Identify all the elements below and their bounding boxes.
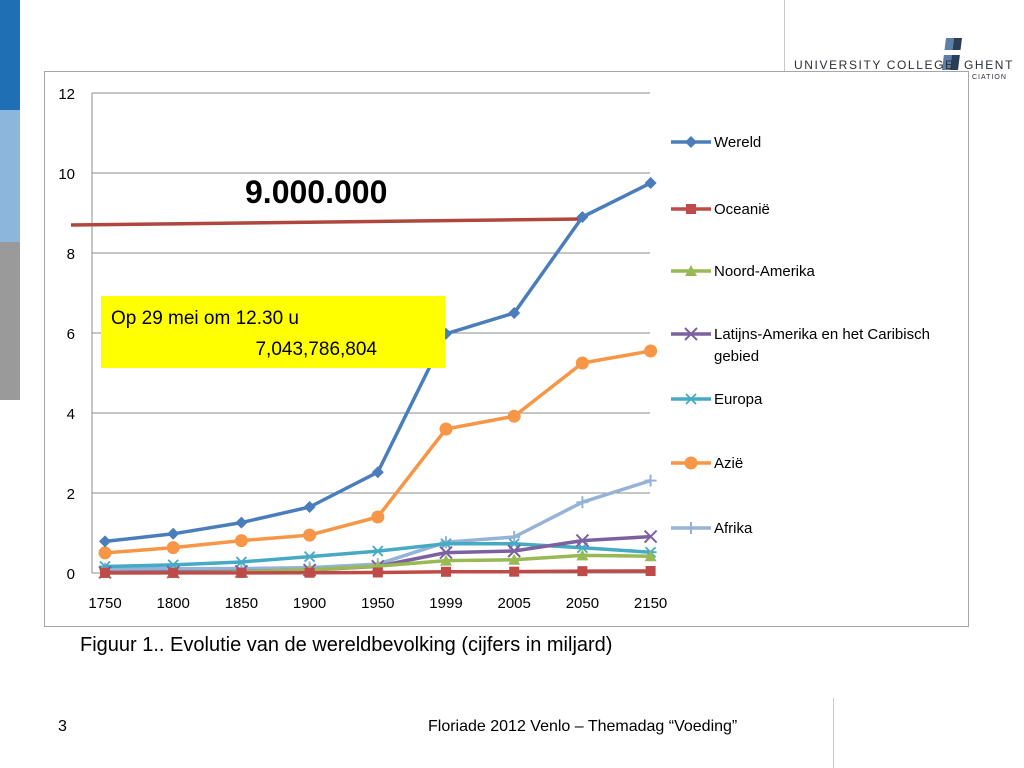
side-bar-middle <box>0 110 20 242</box>
data-point-wereld <box>576 211 589 223</box>
data-point-wereld <box>508 307 521 319</box>
logo-subtext: CIATION <box>972 74 1007 81</box>
legend-label-noord-amerika: Noord-Amerika <box>714 263 816 280</box>
reference-label: 9.000.000 <box>245 174 387 210</box>
x-tick-label: 1999 <box>429 595 462 612</box>
legend-marker-latijns-amerika-en-het-caribisch-gebied <box>684 327 698 341</box>
data-point-azi <box>439 422 453 436</box>
legend-label-wereld: Wereld <box>714 134 761 151</box>
chart-frame: 0 2 4 6 8 10 12 1750 1800 1850 1900 1950 1999 2005 205… <box>44 71 969 627</box>
data-point-oceani <box>100 567 110 578</box>
x-tick-label: 1950 <box>361 595 394 612</box>
data-point-azi <box>98 546 112 560</box>
data-point-oceani <box>372 567 383 578</box>
y-tick-label: 12 <box>58 86 75 103</box>
data-point-noord-amerika <box>508 553 521 565</box>
university-logo: UNIVERSITY COLLEGE GHENT CIATION <box>794 36 1016 82</box>
data-point-azi <box>166 541 180 555</box>
legend-label-azi: Azië <box>714 455 743 472</box>
data-point-afrika <box>508 531 521 543</box>
data-point-wereld <box>644 177 657 189</box>
y-tick-label: 2 <box>67 486 75 503</box>
data-point-wereld <box>99 535 111 548</box>
data-point-latijns-amerika-en-het-caribisch-gebied <box>507 544 521 558</box>
data-point-europa <box>235 556 248 568</box>
data-point-wereld <box>371 466 384 479</box>
y-tick-label: 0 <box>67 566 75 583</box>
data-point-oceani <box>509 566 520 577</box>
legend-marker-afrika <box>685 522 697 534</box>
x-tick-label: 2050 <box>566 595 599 612</box>
legend-label-latijns-amerika-en-het-caribisch-gebied: Latijns-Amerika en het Caribisch gebied <box>714 326 930 365</box>
data-point-wereld <box>167 527 180 540</box>
reference-line <box>70 217 583 227</box>
data-point-latijns-amerika-en-het-caribisch-gebied <box>439 545 453 560</box>
x-tick-label: 1800 <box>157 595 190 612</box>
data-point-afrika <box>644 474 657 487</box>
data-point-azi <box>507 409 521 423</box>
data-point-oceani <box>440 566 451 577</box>
y-tick-label: 10 <box>58 166 75 183</box>
data-point-europa <box>303 551 316 563</box>
data-point-oceani <box>236 567 247 578</box>
data-point-wereld <box>303 501 316 513</box>
data-point-oceani <box>304 567 315 578</box>
data-point-wereld <box>235 516 248 529</box>
data-point-noord-amerika <box>644 550 657 562</box>
legend-marker-europa <box>685 393 697 405</box>
legend-label-afrika: Afrika <box>714 520 753 537</box>
footer-text: Floriade 2012 Venlo – Themadag “Voeding” <box>428 718 738 735</box>
data-point-azi <box>371 510 385 524</box>
page-number: 3 <box>58 718 67 735</box>
side-bar-top <box>0 0 20 110</box>
y-tick-label: 8 <box>67 246 75 263</box>
legend-marker-noord-amerika <box>685 265 697 276</box>
callout-box <box>101 296 445 368</box>
data-point-latijns-amerika-en-het-caribisch-gebied <box>643 529 658 544</box>
population-chart: 0 2 4 6 8 10 12 1750 1800 1850 1900 1950 1999 2005 205… <box>58 86 930 612</box>
data-point-azi <box>644 344 658 358</box>
x-tick-label: 2150 <box>634 595 667 612</box>
y-tick-label: 6 <box>67 326 75 343</box>
data-point-oceani <box>577 566 588 577</box>
legend-label-oceani: Oceanië <box>714 201 770 218</box>
legend-marker-oceani <box>686 204 696 214</box>
logo-mark-icon <box>940 38 966 70</box>
x-tick-label: 2005 <box>498 595 531 612</box>
data-point-latijns-amerika-en-het-caribisch-gebied <box>575 533 590 548</box>
data-point-europa <box>371 545 384 557</box>
data-point-europa <box>439 538 452 550</box>
x-tick-label: 1900 <box>293 595 326 612</box>
logo-text-ghent: GHENT <box>964 58 1014 72</box>
callout-line-2: 7,043,786,804 <box>255 339 377 360</box>
logo-text-university: UNIVERSITY COLLEGE <box>794 58 955 72</box>
data-point-oceani <box>168 567 179 578</box>
data-point-oceani <box>645 566 656 576</box>
data-point-azi <box>303 528 317 542</box>
callout-line-1: Op 29 mei om 12.30 u <box>111 308 299 329</box>
x-tick-label: 1750 <box>88 595 121 612</box>
footer-divider <box>833 698 834 768</box>
y-tick-label: 4 <box>67 406 75 423</box>
header-divider <box>784 0 785 72</box>
data-point-afrika <box>576 496 589 509</box>
legend-marker-azi <box>684 456 698 470</box>
legend-marker-wereld <box>685 136 697 148</box>
data-point-azi <box>234 534 248 548</box>
side-bar-bottom <box>0 242 20 400</box>
legend-label-europa: Europa <box>714 391 763 408</box>
data-point-azi <box>575 356 589 370</box>
data-point-noord-amerika <box>439 554 452 566</box>
figure-caption: Figuur 1.. Evolutie van de wereldbevolki… <box>80 634 613 656</box>
x-tick-label: 1850 <box>225 595 258 612</box>
data-point-noord-amerika <box>576 549 589 561</box>
